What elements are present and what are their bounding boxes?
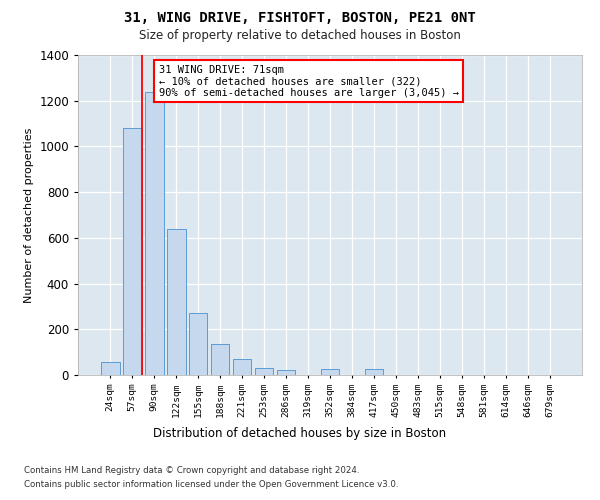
- Text: Distribution of detached houses by size in Boston: Distribution of detached houses by size …: [154, 428, 446, 440]
- Text: 31, WING DRIVE, FISHTOFT, BOSTON, PE21 0NT: 31, WING DRIVE, FISHTOFT, BOSTON, PE21 0…: [124, 11, 476, 25]
- Bar: [211, 344, 229, 375]
- Bar: [189, 314, 208, 375]
- Bar: [277, 370, 295, 375]
- Text: 31 WING DRIVE: 71sqm
← 10% of detached houses are smaller (322)
90% of semi-deta: 31 WING DRIVE: 71sqm ← 10% of detached h…: [158, 64, 458, 98]
- Text: Size of property relative to detached houses in Boston: Size of property relative to detached ho…: [139, 29, 461, 42]
- Bar: [145, 92, 164, 375]
- Bar: [101, 362, 119, 375]
- Text: Contains public sector information licensed under the Open Government Licence v3: Contains public sector information licen…: [24, 480, 398, 489]
- Bar: [123, 128, 142, 375]
- Text: Contains HM Land Registry data © Crown copyright and database right 2024.: Contains HM Land Registry data © Crown c…: [24, 466, 359, 475]
- Y-axis label: Number of detached properties: Number of detached properties: [23, 128, 34, 302]
- Bar: [365, 368, 383, 375]
- Bar: [320, 368, 340, 375]
- Bar: [255, 368, 274, 375]
- Bar: [167, 228, 185, 375]
- Bar: [233, 359, 251, 375]
